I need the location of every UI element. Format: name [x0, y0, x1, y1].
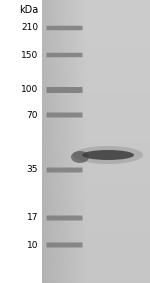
- FancyBboxPatch shape: [46, 215, 82, 220]
- Ellipse shape: [71, 151, 89, 163]
- FancyBboxPatch shape: [46, 53, 82, 57]
- FancyBboxPatch shape: [46, 113, 82, 117]
- Text: kDa: kDa: [19, 5, 38, 15]
- Text: 210: 210: [21, 23, 38, 33]
- Ellipse shape: [82, 150, 134, 160]
- Text: 10: 10: [27, 241, 38, 250]
- Text: 150: 150: [21, 50, 38, 59]
- FancyBboxPatch shape: [46, 87, 82, 93]
- Text: 100: 100: [21, 85, 38, 95]
- Text: 70: 70: [27, 110, 38, 119]
- Text: 35: 35: [27, 166, 38, 175]
- Text: 17: 17: [27, 213, 38, 222]
- FancyBboxPatch shape: [46, 168, 82, 173]
- Ellipse shape: [73, 146, 143, 164]
- FancyBboxPatch shape: [46, 26, 82, 30]
- FancyBboxPatch shape: [46, 243, 82, 248]
